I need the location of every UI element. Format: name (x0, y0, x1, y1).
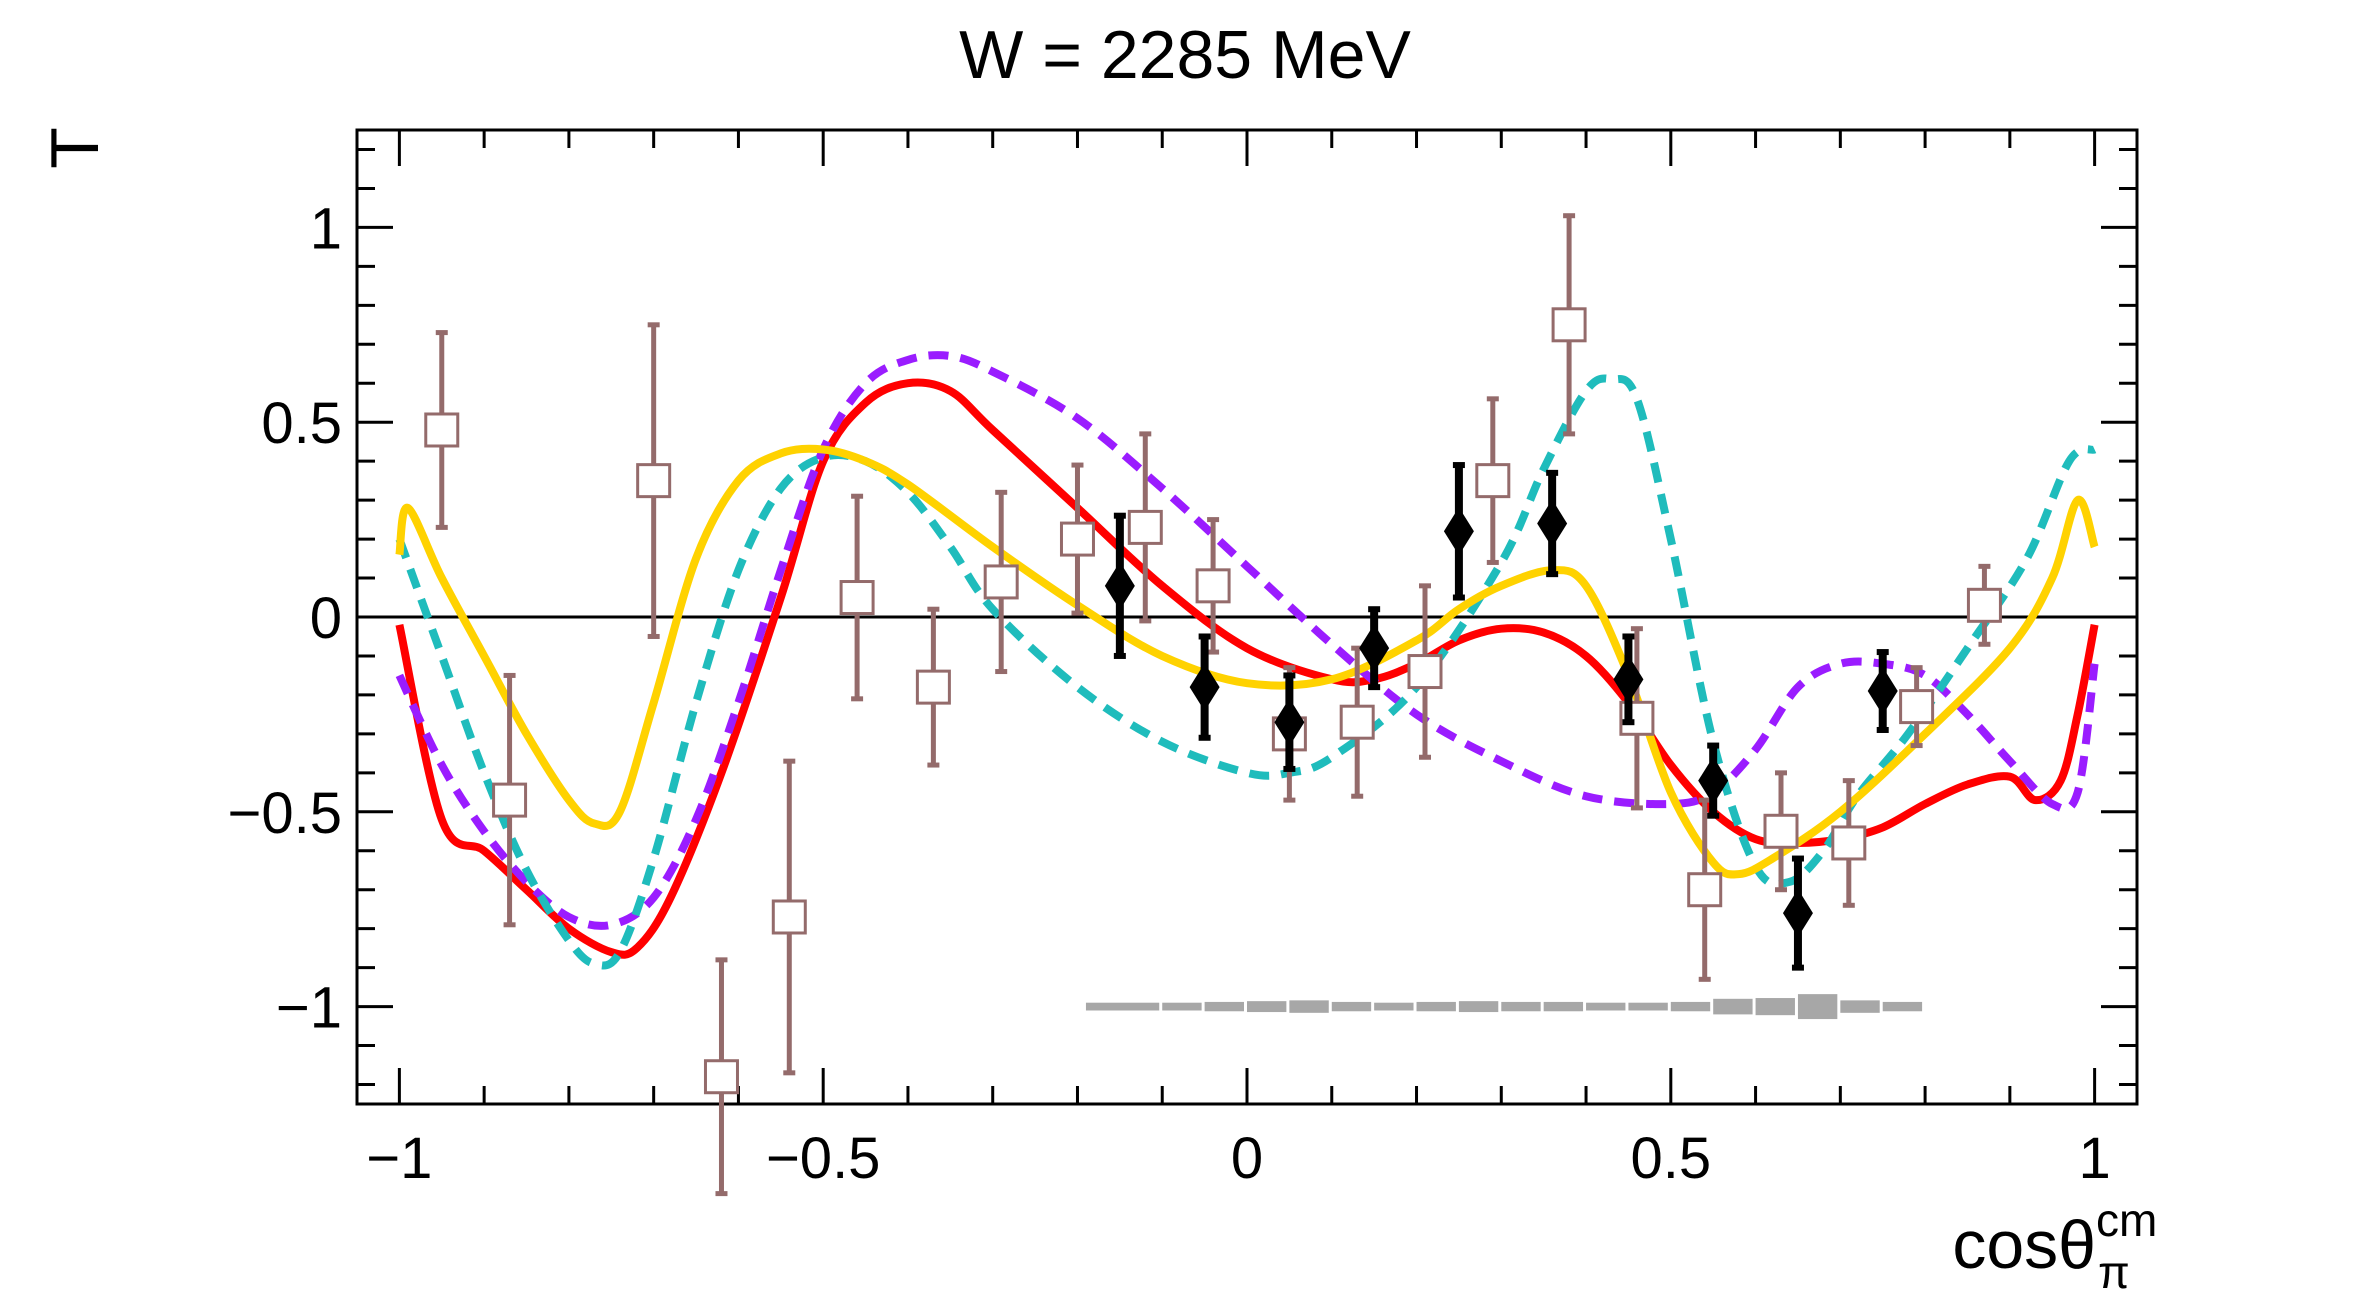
y-tick-label: 1 (310, 196, 342, 261)
x-axis-title: cosθ π cm (1952, 1194, 2157, 1292)
model-curve (395, 374, 2097, 970)
axis-ticks (357, 130, 2137, 1104)
x-axis-title-main: cosθ (1952, 1207, 2096, 1283)
model-curve (395, 378, 2099, 959)
diamond-marker (1867, 667, 1898, 716)
systematic-band (1882, 1001, 1923, 1012)
square-marker (1339, 704, 1375, 740)
square-marker (1966, 587, 2002, 623)
systematic-band (1797, 994, 1838, 1020)
systematic-band (1331, 1001, 1372, 1012)
x-tick-label: −0.5 (766, 1126, 881, 1191)
systematic-band (1458, 1001, 1499, 1013)
systematic-band (1204, 1001, 1244, 1012)
x-tick-label: 0.5 (1630, 1126, 1711, 1191)
systematic-band-group (1085, 994, 1923, 1020)
systematic-band (1501, 1001, 1541, 1012)
square-marker (1059, 521, 1095, 557)
y-tick-label: 0 (310, 586, 342, 651)
systematic-band (1374, 1002, 1414, 1011)
data-points (424, 213, 2002, 1197)
square-marker (636, 463, 672, 499)
y-tick-label: −0.5 (228, 781, 343, 846)
systematic-band (1755, 998, 1795, 1016)
square-marker (1475, 463, 1511, 499)
systematic-band (1085, 1002, 1160, 1011)
square-marker (1551, 307, 1587, 343)
x-axis-title-subscript: π (2098, 1246, 2130, 1292)
systematic-band (1543, 1001, 1584, 1012)
square-marker (915, 669, 951, 705)
diamond-marker (1443, 507, 1474, 556)
y-axis-title: T (37, 127, 113, 169)
diamond-marker (1359, 624, 1390, 673)
square-marker (1195, 568, 1231, 604)
x-tick-label: 1 (2078, 1126, 2110, 1191)
square-marker (839, 580, 875, 616)
diamond-marker (1274, 698, 1305, 747)
x-tick-label: −1 (366, 1126, 432, 1191)
systematic-band (1162, 1002, 1202, 1011)
diamond-marker (1104, 561, 1135, 610)
systematic-band (1416, 1001, 1456, 1012)
diamond-marker (1537, 499, 1568, 548)
square-marker (1127, 509, 1163, 545)
systematic-band (1840, 1000, 1880, 1013)
square-marker (1899, 689, 1935, 725)
axis-tick-labels: −1 −0.5 0 0.5 1 −1 −0.5 0 0.5 1 (228, 196, 2111, 1191)
diamond-marker (1782, 889, 1813, 938)
chart-title: W = 2285 MeV (959, 17, 1411, 93)
y-tick-label: −1 (276, 976, 342, 1041)
systematic-band (1247, 1001, 1287, 1013)
square-marker (1763, 813, 1799, 849)
square-marker (1407, 654, 1443, 690)
diamond-marker (1613, 655, 1644, 704)
square-marker (983, 564, 1019, 600)
systematic-band (1713, 998, 1753, 1015)
square-marker (492, 782, 528, 818)
square-marker (1687, 872, 1723, 908)
systematic-band (1670, 1001, 1711, 1012)
x-tick-label: 0 (1231, 1126, 1263, 1191)
systematic-band (1289, 1000, 1329, 1013)
x-axis-title-superscript: cm (2096, 1194, 2157, 1246)
square-marker (703, 1059, 739, 1095)
square-marker (1831, 825, 1867, 861)
diamond-marker (1189, 663, 1220, 712)
square-marker (771, 899, 807, 935)
square-marker (424, 412, 460, 448)
diamond-marker (1698, 756, 1729, 805)
systematic-band (1628, 1002, 1668, 1011)
y-tick-label: 0.5 (261, 391, 342, 456)
systematic-band (1586, 1002, 1626, 1011)
